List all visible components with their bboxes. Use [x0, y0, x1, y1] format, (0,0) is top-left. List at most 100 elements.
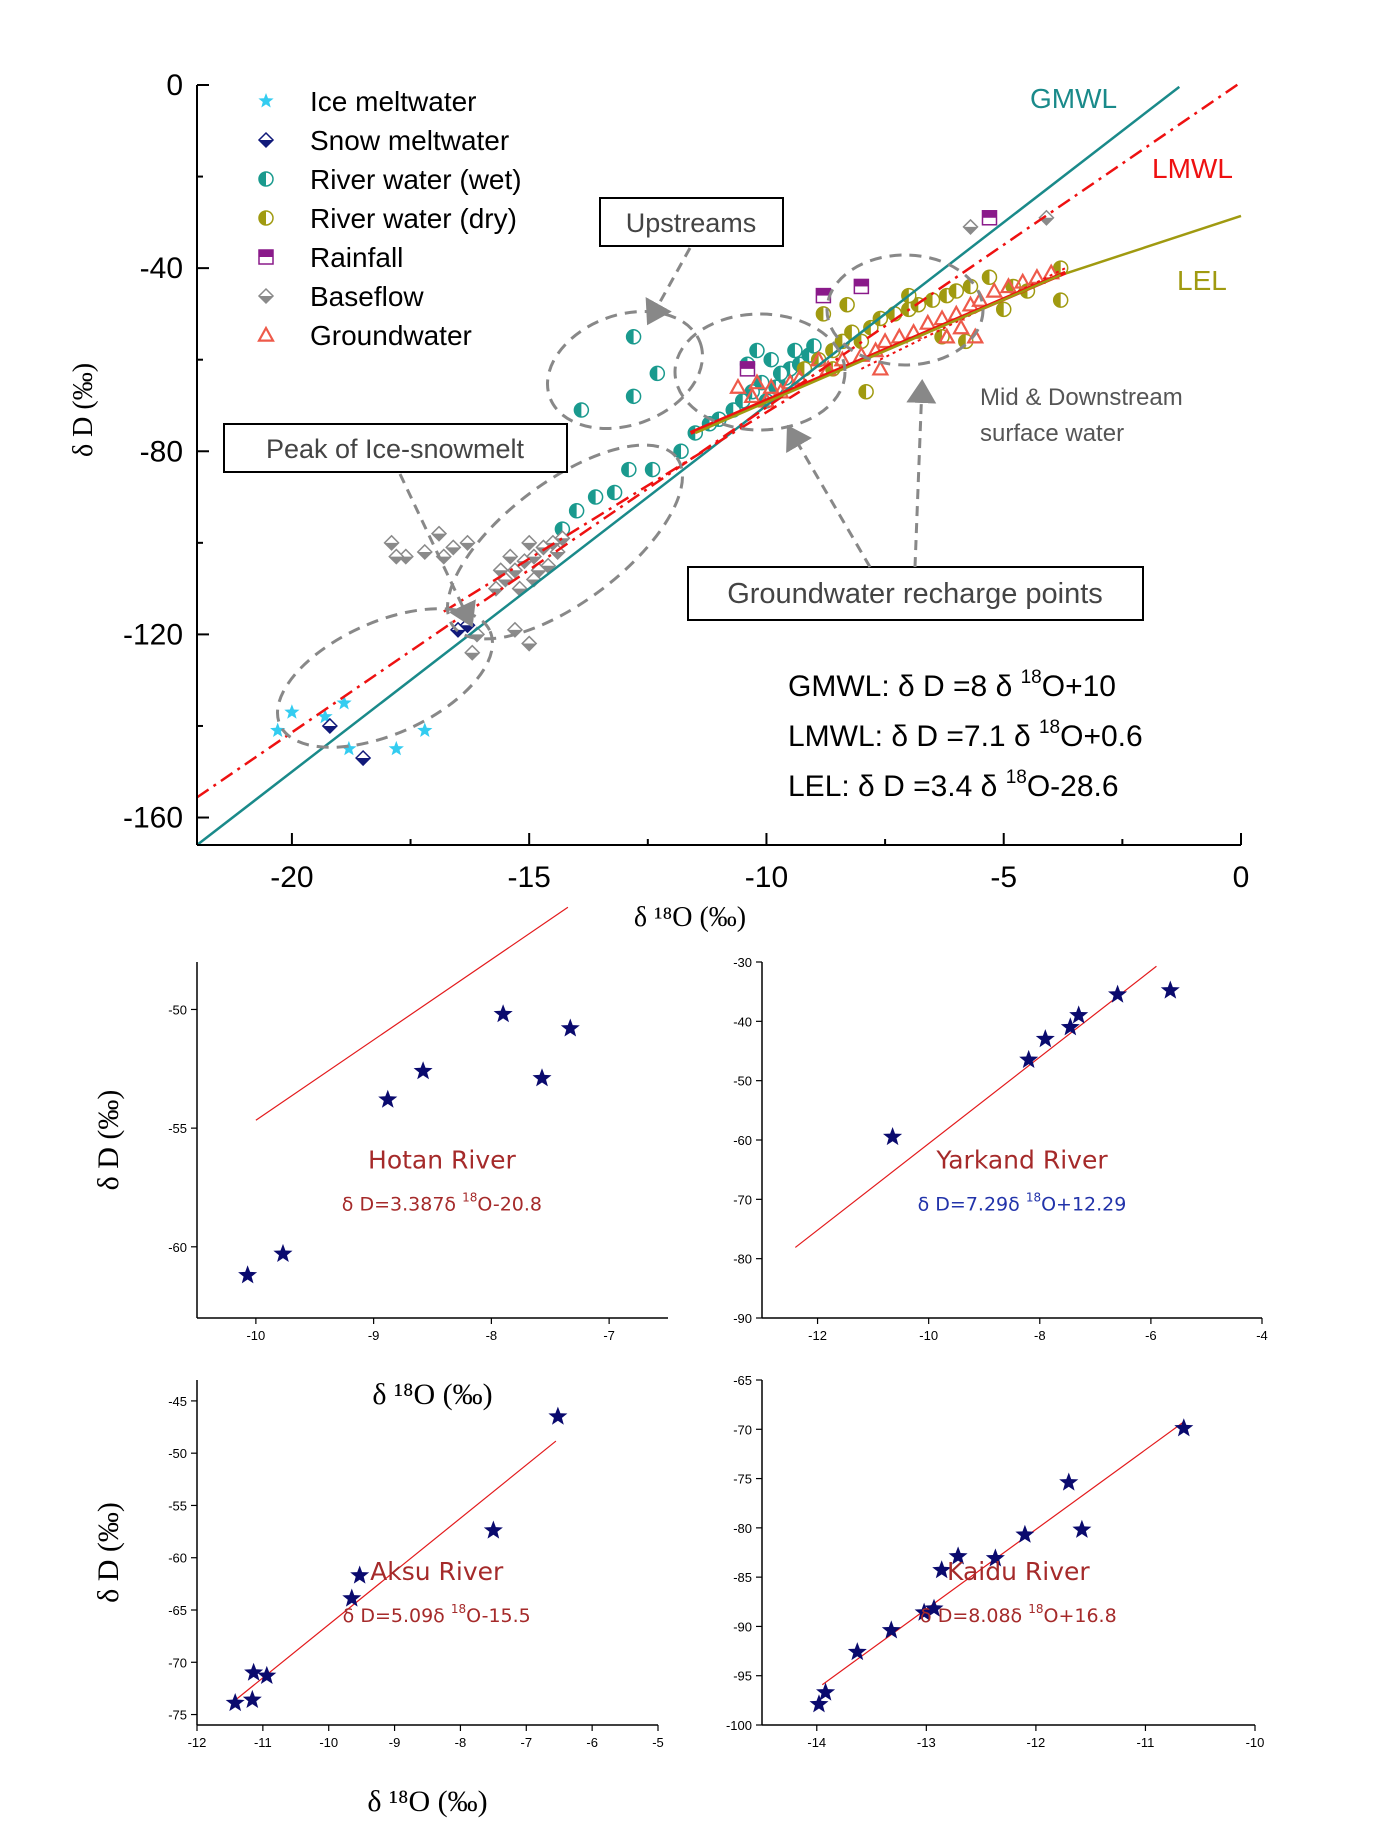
fit-line [794, 965, 1157, 1248]
upstreams-callout: Upstreams [599, 197, 784, 247]
panel-yarkand-river: -12 -10 -8 -6 -4 -30 -40 -50 -60 -70 -80 -90 Yarkand… [733, 955, 1268, 1343]
data-point [816, 1682, 836, 1701]
legend-label: Snow meltwater [310, 125, 509, 156]
data-point [625, 329, 642, 345]
legend-marker [258, 171, 274, 187]
data-point [336, 695, 352, 710]
panel-ytick-label: -95 [733, 1669, 752, 1684]
data-point [952, 318, 970, 335]
panel-xtick-label: -10 [246, 1328, 265, 1343]
data-point [554, 530, 571, 547]
data-point [863, 319, 879, 336]
data-point [763, 351, 779, 368]
data-point [914, 1602, 934, 1621]
data-point [238, 1265, 258, 1284]
data-point [417, 722, 433, 737]
fit-line [236, 1440, 557, 1700]
data-point [918, 313, 937, 330]
legend-label: Baseflow [310, 281, 424, 312]
svg-text:Peak of Ice-snowmelt: Peak of Ice-snowmelt [266, 434, 525, 464]
data-point [809, 1694, 829, 1713]
panel-equation: δ D=3.387δ 18O-20.8 [342, 1190, 542, 1215]
reference-lines [196, 81, 1242, 846]
data-point [317, 708, 333, 724]
data-point [1069, 1005, 1089, 1024]
data-point [739, 361, 756, 377]
data-point [606, 484, 623, 501]
fit-line [821, 1421, 1185, 1686]
panel-ytick-label: -90 [733, 1619, 752, 1634]
data-point [749, 342, 765, 359]
data-point [981, 269, 998, 286]
data-point [883, 1127, 903, 1146]
data-point [242, 1689, 262, 1708]
main-xtick-label: -15 [508, 861, 551, 894]
panel-ytick-label: -75 [168, 1708, 187, 1723]
panel-ytick-label: -55 [168, 1498, 187, 1513]
panel-ytick-label: -50 [733, 1074, 752, 1089]
legend-item: Ice meltwater [258, 86, 477, 117]
panel-aksu-river: -12 -11 -10 -9 -8 -7 -6 -5 -45 -50 -55 -60 -65 -70 -75… [92, 1380, 664, 1818]
panel-ytick-label: -65 [168, 1603, 187, 1618]
panel-equation: δ D=8.08δ 18O+16.8 [920, 1602, 1117, 1627]
series-snow-meltwater [321, 617, 476, 767]
data-point [388, 548, 405, 565]
downstream-ellipse [825, 253, 985, 367]
panel-ytick-label: -80 [733, 1521, 752, 1536]
panel-ytick-label: -85 [733, 1570, 752, 1585]
line-lmwl [196, 81, 1242, 799]
panel-ytick-label: -70 [168, 1655, 187, 1670]
series-baseflow [383, 209, 1055, 661]
data-point [273, 1243, 293, 1262]
data-point [257, 1665, 277, 1684]
data-point [493, 1004, 513, 1023]
data-point [413, 1061, 433, 1080]
data-point [924, 1598, 944, 1617]
panel-ylabel: δ D (‰) [92, 1090, 125, 1191]
data-point [924, 292, 941, 308]
panel-xtick-label: -10 [319, 1735, 338, 1750]
data-point [350, 1565, 370, 1584]
main-ylabel: δ D (‰) [68, 363, 99, 457]
svg-text:Groundwater recharge points: Groundwater recharge points [727, 578, 1103, 610]
data-point [625, 388, 642, 405]
groundwater-trend-dotted [860, 267, 1066, 370]
data-point [995, 301, 1012, 318]
data-point [321, 717, 338, 735]
panel-ytick-label: -80 [733, 1252, 752, 1267]
data-point [1015, 1524, 1035, 1543]
callout-arrows [398, 247, 937, 628]
data-point [464, 644, 481, 661]
data-point [502, 548, 519, 565]
data-point [1072, 1519, 1092, 1538]
legend-item: Snow meltwater [257, 125, 509, 156]
panel-ytick-label: -90 [733, 1311, 752, 1326]
panel-xlabel: δ ¹⁸O (‰) [367, 1785, 487, 1818]
peak-ellipse-lower [276, 607, 494, 749]
data-point [1038, 209, 1055, 226]
legend-label: Rainfall [310, 242, 403, 273]
data-point [284, 704, 300, 719]
panel-xtick-label: -9 [389, 1735, 401, 1750]
data-point [378, 1089, 398, 1108]
panel-title: Kaidu River [947, 1557, 1090, 1586]
panel-ytick-label: -45 [168, 1394, 187, 1409]
panel-ytick-label: -65 [733, 1373, 752, 1388]
mid-river-ellipse [673, 312, 847, 432]
panel-ytick-label: -70 [733, 1192, 752, 1207]
data-point [1013, 272, 1032, 289]
surface-water-label: surface water [980, 420, 1124, 447]
data-point [549, 543, 566, 561]
data-point [1160, 980, 1180, 999]
panel-ylabel: δ D (‰) [92, 1502, 125, 1603]
panel-ytick-label: -70 [733, 1422, 752, 1437]
legend-marker [258, 249, 274, 265]
legend-item: Rainfall [258, 242, 403, 273]
panel-xtick-label: -13 [917, 1735, 936, 1750]
line-lel [1065, 214, 1242, 275]
lel-label: LEL [1177, 265, 1227, 296]
panel-xtick-label: -8 [455, 1735, 467, 1750]
data-point [858, 383, 874, 400]
data-point [483, 1520, 503, 1539]
main-ytick-label: -40 [140, 252, 183, 285]
